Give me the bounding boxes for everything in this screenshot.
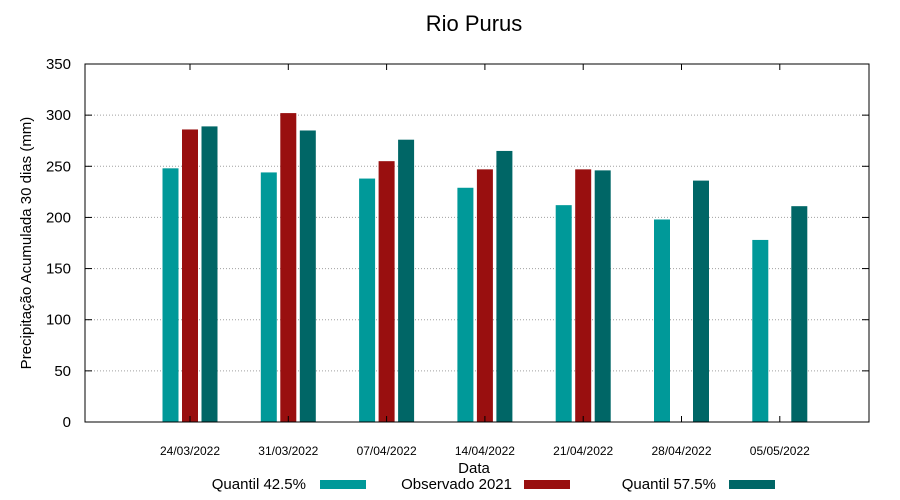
bars <box>162 113 808 423</box>
x-tick-label: 05/05/2022 <box>750 444 810 458</box>
x-tick-label: 28/04/2022 <box>651 444 711 458</box>
y-tick-label: 350 <box>46 56 71 73</box>
x-tick-label: 07/04/2022 <box>357 444 417 458</box>
y-tick-label: 50 <box>54 363 71 380</box>
bar <box>457 187 474 422</box>
y-tick-label: 300 <box>46 107 71 124</box>
bar <box>378 161 395 422</box>
bar <box>575 169 592 422</box>
bar <box>260 172 277 422</box>
x-tick-label: 31/03/2022 <box>258 444 318 458</box>
y-axis: 0 50 100 150 200 250 300 350 <box>46 56 869 431</box>
bar <box>791 206 808 422</box>
bar <box>496 150 513 422</box>
bar <box>654 219 670 422</box>
legend-label: Quantil 42.5% <box>212 476 306 493</box>
y-tick-label: 200 <box>46 209 71 226</box>
y-tick-label: 150 <box>46 261 71 278</box>
bar <box>299 130 316 422</box>
y-axis-label: Precipitação Acumulada 30 dias (mm) <box>18 117 35 370</box>
bar <box>359 178 376 422</box>
bar <box>162 168 179 422</box>
legend-swatch <box>729 480 775 489</box>
y-tick-label: 100 <box>46 312 71 329</box>
bar <box>476 169 493 422</box>
x-tick-label: 14/04/2022 <box>455 444 515 458</box>
y-tick-label: 250 <box>46 158 71 175</box>
legend: Quantil 42.5% Observado 2021 Quantil 57.5% <box>212 476 775 493</box>
x-axis: 24/03/2022 31/03/2022 07/04/2022 14/04/2022… <box>160 64 810 458</box>
bar <box>693 180 709 422</box>
x-axis-label: Data <box>458 460 490 477</box>
bar <box>398 139 415 423</box>
legend-label: Observado 2021 <box>401 476 512 493</box>
chart-title: Rio Purus <box>426 11 523 36</box>
bar <box>594 170 611 422</box>
legend-swatch <box>524 480 570 489</box>
bar <box>182 129 198 422</box>
bar <box>201 126 218 422</box>
plot-frame <box>84 63 870 423</box>
x-tick-label: 21/04/2022 <box>553 444 613 458</box>
bar <box>752 239 769 422</box>
x-tick-label: 24/03/2022 <box>160 444 220 458</box>
legend-label: Quantil 57.5% <box>622 476 716 493</box>
bar <box>280 113 297 423</box>
y-tick-label: 0 <box>63 414 71 431</box>
bar <box>555 205 572 422</box>
legend-swatch <box>320 480 366 489</box>
